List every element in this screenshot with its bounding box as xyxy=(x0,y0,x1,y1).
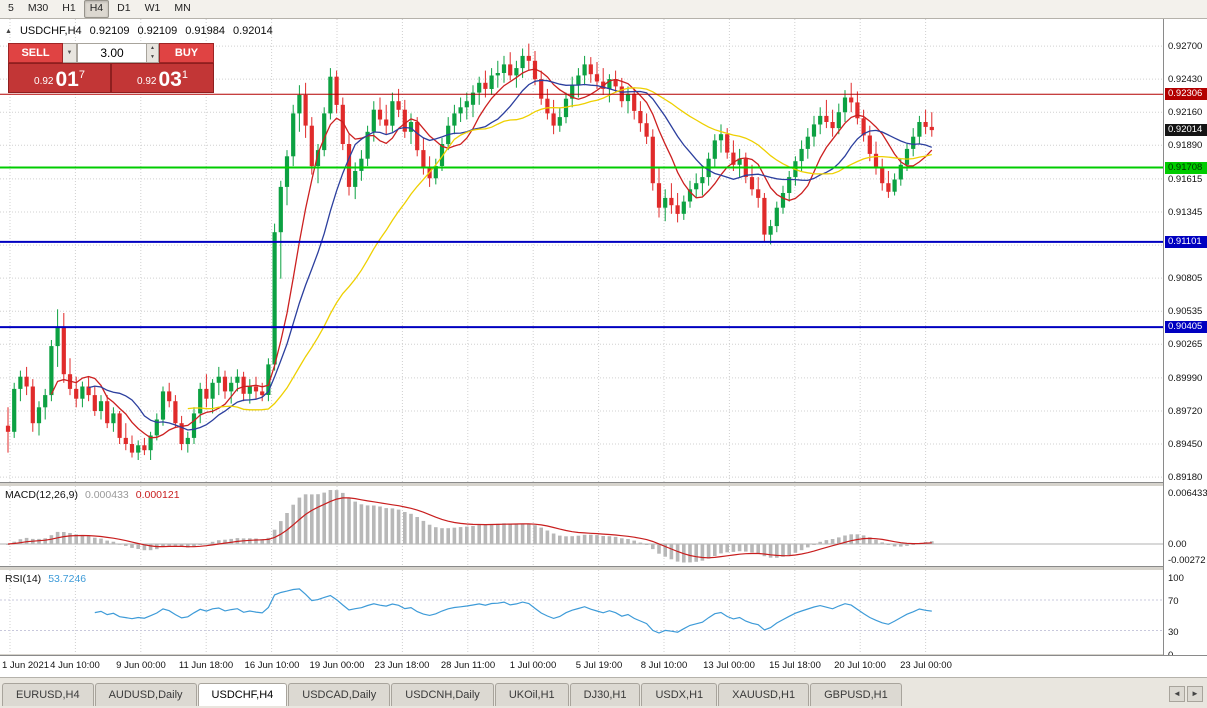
time-axis-label: 23 Jun 18:00 xyxy=(374,660,430,671)
chart-tab-usdx-h1[interactable]: USDX,H1 xyxy=(641,683,718,706)
symbol-timeframe-label: USDCHF,H4 xyxy=(19,25,82,37)
sell-price-big-digits: 01 xyxy=(55,68,79,91)
time-axis-label: 4 Jun 10:00 xyxy=(50,660,100,671)
chart-tab-eurusd-h4[interactable]: EURUSD,H4 xyxy=(2,683,94,706)
timeframe-button-d1[interactable]: D1 xyxy=(117,2,131,14)
chart-tab-audusd-daily[interactable]: AUDUSD,Daily xyxy=(94,683,197,706)
one-click-prices-row: 0.92 01 7 0.92 03 1 xyxy=(8,63,214,93)
rsi-value: 53.7246 xyxy=(48,573,87,585)
timeframe-button-h4[interactable]: H4 xyxy=(83,0,110,18)
chart-canvas[interactable] xyxy=(0,0,1163,677)
chart-tab-usdchf-h4[interactable]: USDCHF,H4 xyxy=(197,683,288,706)
one-click-controls-row: SELL ▼ 3.00 ▲ ▼ BUY xyxy=(8,43,214,63)
ohlc-open: 0.92109 xyxy=(89,25,130,37)
macd-value: 0.000433 xyxy=(84,489,129,501)
volume-increment-button[interactable]: ▲ xyxy=(147,44,158,53)
time-axis-label: 20 Jul 10:00 xyxy=(834,660,886,671)
time-axis-label: 13 Jul 00:00 xyxy=(703,660,755,671)
buy-price-display[interactable]: 0.92 03 1 xyxy=(111,63,214,93)
chevron-down-icon: ▼ xyxy=(66,50,73,56)
time-axis[interactable]: 1 Jun 2021 4 Jun 10:00 9 Jun 00:00 11 Jun 1… xyxy=(0,655,1207,677)
macd-axis-label: 0.006433 xyxy=(1168,488,1207,499)
time-axis-label: 1 Jul 00:00 xyxy=(509,660,557,671)
tab-scroll-right-button[interactable]: ► xyxy=(1187,686,1203,702)
chart-ohlc-header: ▲ USDCHF,H4 0.92109 0.92109 0.91984 0.92… xyxy=(5,25,273,37)
volume-dropdown-button[interactable]: ▼ xyxy=(63,43,77,63)
chart-tab-bar: EURUSD,H4 AUDUSD,Daily USDCHF,H4 USDCAD,Dai… xyxy=(0,677,1207,708)
time-axis-label: 28 Jun 11:00 xyxy=(440,660,496,671)
time-axis-label: 11 Jun 18:00 xyxy=(178,660,234,671)
time-axis-label: 15 Jul 18:00 xyxy=(769,660,821,671)
macd-axis-label: 0.00 xyxy=(1168,539,1187,550)
price-line-badge: 0.92306 xyxy=(1165,88,1207,100)
price-axis-label: 0.90535 xyxy=(1168,306,1203,317)
timeframe-toolbar: 5 M30 H1 H4 D1 W1 MN xyxy=(0,0,1207,19)
ohlc-close: 0.92014 xyxy=(232,25,273,37)
macd-signal-value: 0.000121 xyxy=(135,489,180,501)
price-axis-label: 0.90265 xyxy=(1168,339,1203,350)
tab-scroll-left-button[interactable]: ◄ xyxy=(1169,686,1185,702)
rsi-label: RSI(14) xyxy=(5,573,42,585)
timeframe-button-w1[interactable]: W1 xyxy=(144,2,161,14)
rsi-axis-label: 70 xyxy=(1168,596,1179,607)
buy-price-big-digits: 03 xyxy=(158,68,182,91)
price-axis[interactable]: 0.92700 0.92430 0.92160 0.91890 0.91615 0.913… xyxy=(1163,19,1207,661)
sell-price-prefix: 0.92 xyxy=(34,76,54,87)
rsi-axis-label: 30 xyxy=(1168,627,1179,638)
price-axis-label: 0.91890 xyxy=(1168,140,1203,151)
buy-price-pip-digit: 1 xyxy=(181,69,188,81)
chart-tab-dj30-h1[interactable]: DJ30,H1 xyxy=(569,683,641,706)
one-click-trading-panel: SELL ▼ 3.00 ▲ ▼ BUY 0.92 01 7 0.92 03 1 xyxy=(8,43,214,93)
timeframe-button-5[interactable]: 5 xyxy=(8,2,14,14)
time-axis-label: 9 Jun 00:00 xyxy=(116,660,166,671)
buy-price-prefix: 0.92 xyxy=(137,76,157,87)
price-axis-label: 0.92430 xyxy=(1168,74,1203,85)
chart-tab-ukoil-h1[interactable]: UKOil,H1 xyxy=(494,683,569,706)
time-axis-label: 19 Jun 00:00 xyxy=(309,660,365,671)
macd-label: MACD(12,26,9) xyxy=(5,489,78,501)
timeframe-button-m30[interactable]: M30 xyxy=(27,2,49,14)
price-axis-label: 0.89180 xyxy=(1168,472,1203,483)
price-axis-label: 0.89450 xyxy=(1168,439,1203,450)
rsi-axis-label: 100 xyxy=(1168,573,1184,584)
sell-price-display[interactable]: 0.92 01 7 xyxy=(8,63,111,93)
volume-stepper: ▲ ▼ xyxy=(147,43,159,63)
volume-decrement-button[interactable]: ▼ xyxy=(147,53,158,62)
price-axis-label: 0.91345 xyxy=(1168,207,1203,218)
price-axis-label: 0.91615 xyxy=(1168,174,1203,185)
time-axis-label: 5 Jul 19:00 xyxy=(575,660,623,671)
price-line-badge: 0.91708 xyxy=(1165,162,1207,174)
macd-indicator-header: MACD(12,26,9) 0.000433 0.000121 xyxy=(5,489,180,501)
current-price-badge: 0.92014 xyxy=(1165,124,1207,136)
sell-button[interactable]: SELL xyxy=(8,43,63,63)
volume-input[interactable]: 3.00 xyxy=(77,43,147,63)
timeframe-button-h1[interactable]: H1 xyxy=(62,2,76,14)
chart-tabs: EURUSD,H4 AUDUSD,Daily USDCHF,H4 USDCAD,Dai… xyxy=(2,683,903,706)
price-axis-label: 0.89720 xyxy=(1168,406,1203,417)
rsi-indicator-header: RSI(14) 53.7246 xyxy=(5,573,86,585)
time-axis-label: 16 Jun 10:00 xyxy=(244,660,300,671)
price-line-badge: 0.90405 xyxy=(1165,321,1207,333)
price-line-badge: 0.91101 xyxy=(1165,236,1207,248)
chart-tab-xauusd-h1[interactable]: XAUUSD,H1 xyxy=(718,683,810,706)
timeframe-button-mn[interactable]: MN xyxy=(174,2,191,14)
sell-price-pip-digit: 7 xyxy=(78,69,85,81)
chart-tab-usdcad-daily[interactable]: USDCAD,Daily xyxy=(288,683,391,706)
time-axis-label: 8 Jul 10:00 xyxy=(640,660,688,671)
buy-button[interactable]: BUY xyxy=(159,43,214,63)
macd-axis-label: -0.00272 xyxy=(1168,555,1206,566)
chart-tab-gbpusd-h1[interactable]: GBPUSD,H1 xyxy=(810,683,902,706)
oneclick-collapse-icon[interactable]: ▲ xyxy=(5,27,12,35)
price-axis-label: 0.89990 xyxy=(1168,373,1203,384)
price-axis-label: 0.90805 xyxy=(1168,273,1203,284)
ohlc-low: 0.91984 xyxy=(185,25,225,37)
ohlc-high: 0.92109 xyxy=(137,25,178,37)
chart-tab-usdcnh-daily[interactable]: USDCNH,Daily xyxy=(391,683,494,706)
time-axis-label: 23 Jul 00:00 xyxy=(900,660,952,671)
price-axis-label: 0.92160 xyxy=(1168,107,1203,118)
time-axis-label: 1 Jun 2021 xyxy=(2,660,50,671)
price-axis-label: 0.92700 xyxy=(1168,41,1203,52)
